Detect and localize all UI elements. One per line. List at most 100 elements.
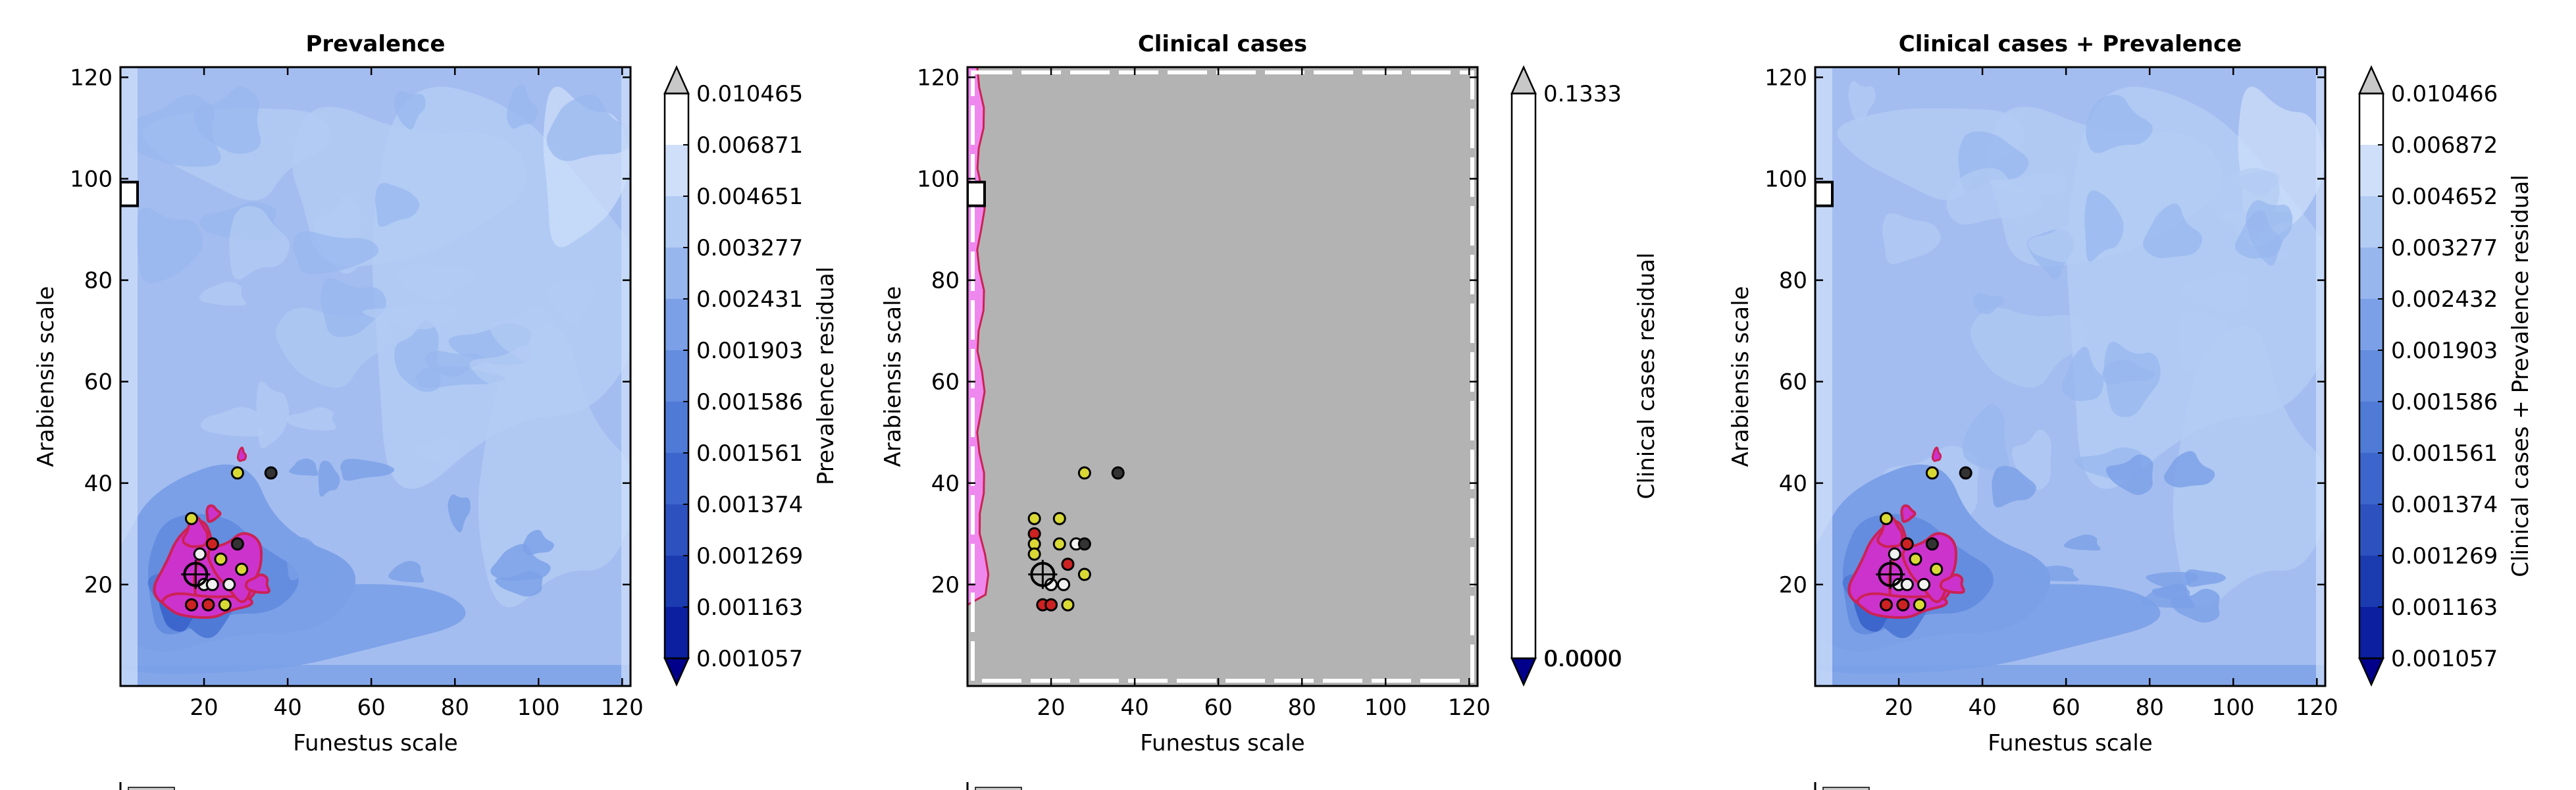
x-tick-label: 80 xyxy=(1288,695,1316,721)
colorbar-band xyxy=(2359,402,2383,454)
contour-region xyxy=(2246,200,2293,266)
contour-region xyxy=(340,458,395,481)
y-tick-label: 80 xyxy=(1779,268,1807,294)
contour-region xyxy=(199,281,246,306)
colorbar-frame xyxy=(2358,92,2384,660)
data-point xyxy=(1879,598,1893,612)
contour-region xyxy=(621,67,631,686)
plot-frame xyxy=(966,66,1479,687)
colorbar-label: Prevalence residual xyxy=(813,267,839,485)
data-point xyxy=(201,598,215,612)
y-axis-label: Arabiensis scale xyxy=(1728,286,1754,467)
contour-region xyxy=(1848,81,1876,122)
colorbar-band xyxy=(2359,607,2383,659)
contour-region xyxy=(193,86,261,154)
colorbar-band xyxy=(1512,93,1535,658)
colorbar-tick-label: 0.001903 xyxy=(2391,338,2498,364)
colorbar-band xyxy=(2359,504,2383,556)
colorbar-tick-label: 0.1333 xyxy=(1543,81,1622,107)
plot-area xyxy=(967,67,1478,686)
data-point xyxy=(184,598,198,612)
contour-region xyxy=(1882,213,1941,265)
colorbar-band xyxy=(665,556,688,608)
contour-region xyxy=(490,544,551,581)
contour-region xyxy=(2084,190,2124,262)
contour-region xyxy=(120,67,138,686)
y-tick-label: 120 xyxy=(917,65,960,91)
y-axis-label: Arabiensis scale xyxy=(33,286,59,467)
data-point xyxy=(1896,598,1910,612)
data-point xyxy=(1052,537,1066,551)
y-tick-label: 100 xyxy=(917,167,960,193)
contour-region xyxy=(229,206,290,280)
colorbar-label: Clinical cases residual xyxy=(1634,253,1660,500)
edge-marker xyxy=(120,180,139,207)
x-tick-label: 60 xyxy=(357,695,386,721)
contour-region xyxy=(120,665,631,686)
contour-region xyxy=(1973,293,2004,315)
data-point xyxy=(1900,537,1914,551)
y-tick-label: 60 xyxy=(1779,369,1807,396)
contour-region xyxy=(2143,203,2202,259)
contour-region xyxy=(2316,67,2325,686)
chart-panel-1: 20 40 60 80 100 120 20 40 60 80 100 120 Prevalence Fu… xyxy=(33,31,839,790)
chart-panel-2: 20 40 60 80 100 120 20 40 60 80 100 120 Clinical cas… xyxy=(880,31,1660,790)
data-point xyxy=(1909,552,1922,566)
contour-region xyxy=(478,325,631,608)
data-point xyxy=(235,562,249,576)
colorbar-tick-label: 0.003277 xyxy=(2391,235,2498,261)
colorbar-band xyxy=(2359,145,2383,197)
data-point xyxy=(264,466,278,480)
colorbar-band xyxy=(2359,93,2383,145)
colorbar-band xyxy=(665,350,688,402)
colorbar-tick-label: 0.004651 xyxy=(696,184,803,210)
x-tick-label: 120 xyxy=(1448,695,1491,721)
colorbar-tick-label: 0.001561 xyxy=(2391,440,2498,467)
x-axis-label: Funestus scale xyxy=(1988,730,2152,756)
data-point xyxy=(230,537,244,551)
x-tick-label: 120 xyxy=(601,695,644,721)
data-point xyxy=(1027,547,1041,561)
data-point xyxy=(1925,466,1939,480)
colorbar-tick-label: 0.0000 xyxy=(1544,646,1622,672)
hotspot-region xyxy=(1900,504,1917,523)
contour-region xyxy=(308,556,334,590)
chart-title: Clinical cases + Prevalence xyxy=(1899,31,2242,57)
data-point xyxy=(214,552,228,566)
contour-region xyxy=(1992,465,2036,508)
contour-region xyxy=(388,560,425,583)
contour-region xyxy=(2170,589,2220,623)
colorbar-tick-label: 0.001057 xyxy=(696,646,803,672)
legend-swatch xyxy=(1822,787,1870,790)
data-point xyxy=(218,598,232,612)
contour-region xyxy=(1971,307,2088,388)
colorbar-extend-bottom xyxy=(2358,657,2384,687)
data-point xyxy=(184,512,198,525)
colorbar-tick-label: 0.001561 xyxy=(696,440,803,467)
contour-region xyxy=(287,407,337,431)
contour-region xyxy=(2173,325,2325,608)
colorbar-tick-label: 0.010465 xyxy=(696,81,803,107)
data-point xyxy=(1959,466,1972,480)
colorbar-tick-label: 0.001374 xyxy=(696,492,803,518)
data-point xyxy=(1917,577,1931,591)
contour-region xyxy=(523,529,554,556)
data-point xyxy=(205,577,219,591)
x-tick-label: 100 xyxy=(1364,695,1407,721)
colorbar-tick-label: 0.001269 xyxy=(696,543,803,569)
chart-panels: 20 40 60 80 100 120 20 40 60 80 100 120 Prevalence Fu… xyxy=(33,31,2534,790)
contour-region xyxy=(425,350,484,377)
data-point xyxy=(1052,512,1066,525)
y-tick-label: 40 xyxy=(1779,471,1807,497)
x-tick-label: 40 xyxy=(1120,695,1148,721)
colorbar-band xyxy=(2359,453,2383,505)
hotspot-region xyxy=(244,573,270,594)
data-point xyxy=(1061,558,1075,571)
contour-region xyxy=(2021,566,2080,582)
y-tick-label: 20 xyxy=(1779,572,1807,598)
contour-region xyxy=(2085,94,2153,153)
x-tick-label: 120 xyxy=(2296,695,2338,721)
contour-region xyxy=(2101,359,2155,385)
x-tick-label: 40 xyxy=(1968,695,1996,721)
colorbar-band xyxy=(2359,556,2383,608)
